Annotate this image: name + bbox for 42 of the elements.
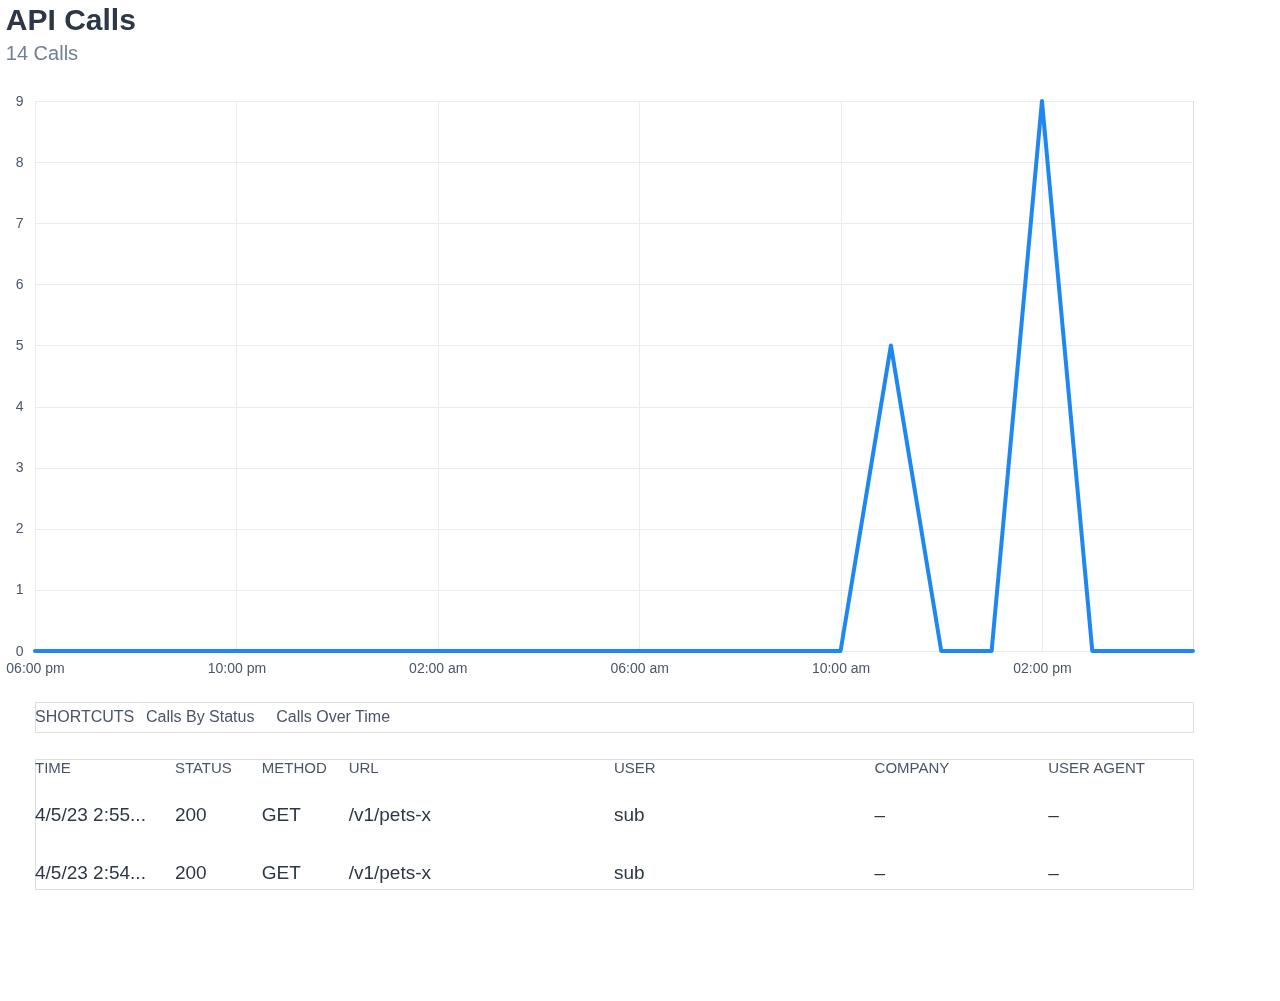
text: 200 bbox=[174, 861, 207, 883]
category-label: STATUS bbox=[174, 758, 232, 776]
text: SHORTCUTS bbox=[35, 708, 135, 725]
text: – bbox=[874, 861, 886, 883]
text: /v1/pets-x bbox=[348, 804, 431, 826]
category-label: TIME bbox=[35, 758, 71, 776]
y-tick-label: 8 bbox=[15, 153, 24, 170]
y-tick-label: 9 bbox=[15, 92, 24, 109]
x-tick-label: 02:00 pm bbox=[1013, 659, 1072, 676]
text: sub bbox=[614, 861, 645, 883]
text: 4/5/23 2:55... bbox=[35, 804, 146, 826]
x-tick-label: 10:00 pm bbox=[207, 659, 267, 676]
text: – bbox=[1048, 861, 1059, 883]
x-tick-label: 10:00 am bbox=[811, 659, 871, 676]
category-label: METHOD bbox=[261, 758, 327, 776]
y-tick-label: 3 bbox=[15, 459, 24, 476]
y-tick-label: 5 bbox=[15, 336, 24, 353]
text: 200 bbox=[174, 804, 207, 826]
category-label: URL bbox=[348, 758, 379, 776]
category-label: COMPANY bbox=[874, 758, 950, 776]
y-tick-label: 4 bbox=[15, 398, 24, 415]
category-label: USER bbox=[614, 758, 656, 776]
y-tick-label: 1 bbox=[15, 581, 24, 598]
text: – bbox=[874, 804, 886, 826]
y-tick-label: 2 bbox=[15, 520, 24, 537]
y-tick-label: 0 bbox=[15, 642, 24, 659]
chart-title: API Calls bbox=[5, 3, 136, 36]
chart-subtitle: 14 Calls bbox=[5, 42, 79, 64]
x-tick-label: 02:00 am bbox=[409, 659, 468, 676]
x-tick-label: 06:00 pm bbox=[6, 659, 65, 676]
text: sub bbox=[614, 804, 645, 826]
y-tick-label: 7 bbox=[15, 214, 24, 231]
text: Calls Over Time bbox=[276, 708, 391, 725]
text: 4/5/23 2:54... bbox=[35, 861, 146, 883]
text: Calls By Status bbox=[145, 708, 255, 725]
x-tick-label: 06:00 am bbox=[610, 659, 669, 676]
text: /v1/pets-x bbox=[348, 861, 431, 883]
text: GET bbox=[261, 861, 301, 883]
text: – bbox=[1048, 804, 1059, 826]
category-label: USER AGENT bbox=[1048, 758, 1145, 776]
text: GET bbox=[261, 804, 301, 826]
y-tick-label: 6 bbox=[15, 275, 24, 292]
